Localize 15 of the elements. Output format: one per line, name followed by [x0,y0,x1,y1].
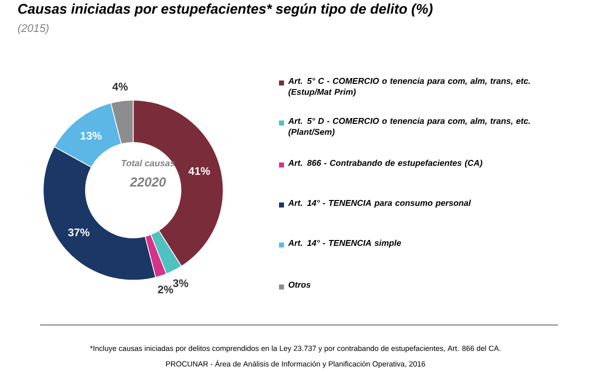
data-label: 3% [172,279,188,288]
data-label: 13% [80,132,102,140]
data-label: 41% [188,167,210,175]
data-label: 37% [68,228,90,236]
legend-label: Art. 5° C - COMERCIO o tenencia para com, alm, trans, etc. (Estup/Mat Prim) [288,78,530,97]
legend-label: Otros [288,282,311,288]
legend-label: Art. 14° - TENENCIA simple [288,240,401,248]
chart-title: Causas iniciadas por estupefacientes* según tipo de delito (%) [18,3,433,17]
data-label: 4% [112,82,128,90]
chart-subtitle: (2015) [18,24,49,34]
legend-label: Art. 5° D - COMERCIO o tenencia para com, alm, trans, etc. (Plant/Sem) [288,118,530,137]
legend-label: Art. 14° - TENENCIA para consumo personal [288,200,471,208]
legend-label: Art. 866 - Contrabando de estupefacientes (CA) [288,160,482,168]
data-label: 2% [158,286,174,294]
text: 22020 [130,177,166,187]
